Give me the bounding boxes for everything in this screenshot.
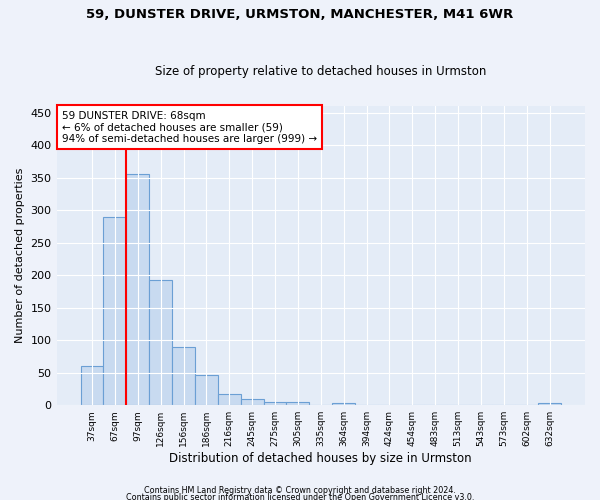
Y-axis label: Number of detached properties: Number of detached properties [15, 168, 25, 344]
Bar [286, 402, 310, 405]
Bar [218, 394, 241, 405]
Title: Size of property relative to detached houses in Urmston: Size of property relative to detached ho… [155, 66, 487, 78]
Text: Contains public sector information licensed under the Open Government Licence v3: Contains public sector information licen… [126, 494, 474, 500]
Text: 59, DUNSTER DRIVE, URMSTON, MANCHESTER, M41 6WR: 59, DUNSTER DRIVE, URMSTON, MANCHESTER, … [86, 8, 514, 20]
Bar [241, 400, 263, 405]
Bar [80, 366, 103, 405]
Bar [263, 402, 286, 405]
X-axis label: Distribution of detached houses by size in Urmston: Distribution of detached houses by size … [169, 452, 472, 465]
Bar [127, 174, 149, 405]
Text: 59 DUNSTER DRIVE: 68sqm
← 6% of detached houses are smaller (59)
94% of semi-det: 59 DUNSTER DRIVE: 68sqm ← 6% of detached… [62, 110, 317, 144]
Bar [195, 376, 218, 405]
Text: Contains HM Land Registry data © Crown copyright and database right 2024.: Contains HM Land Registry data © Crown c… [144, 486, 456, 495]
Bar [332, 402, 355, 405]
Bar [103, 216, 127, 405]
Bar [172, 346, 195, 405]
Bar [149, 280, 172, 405]
Bar [538, 402, 561, 405]
